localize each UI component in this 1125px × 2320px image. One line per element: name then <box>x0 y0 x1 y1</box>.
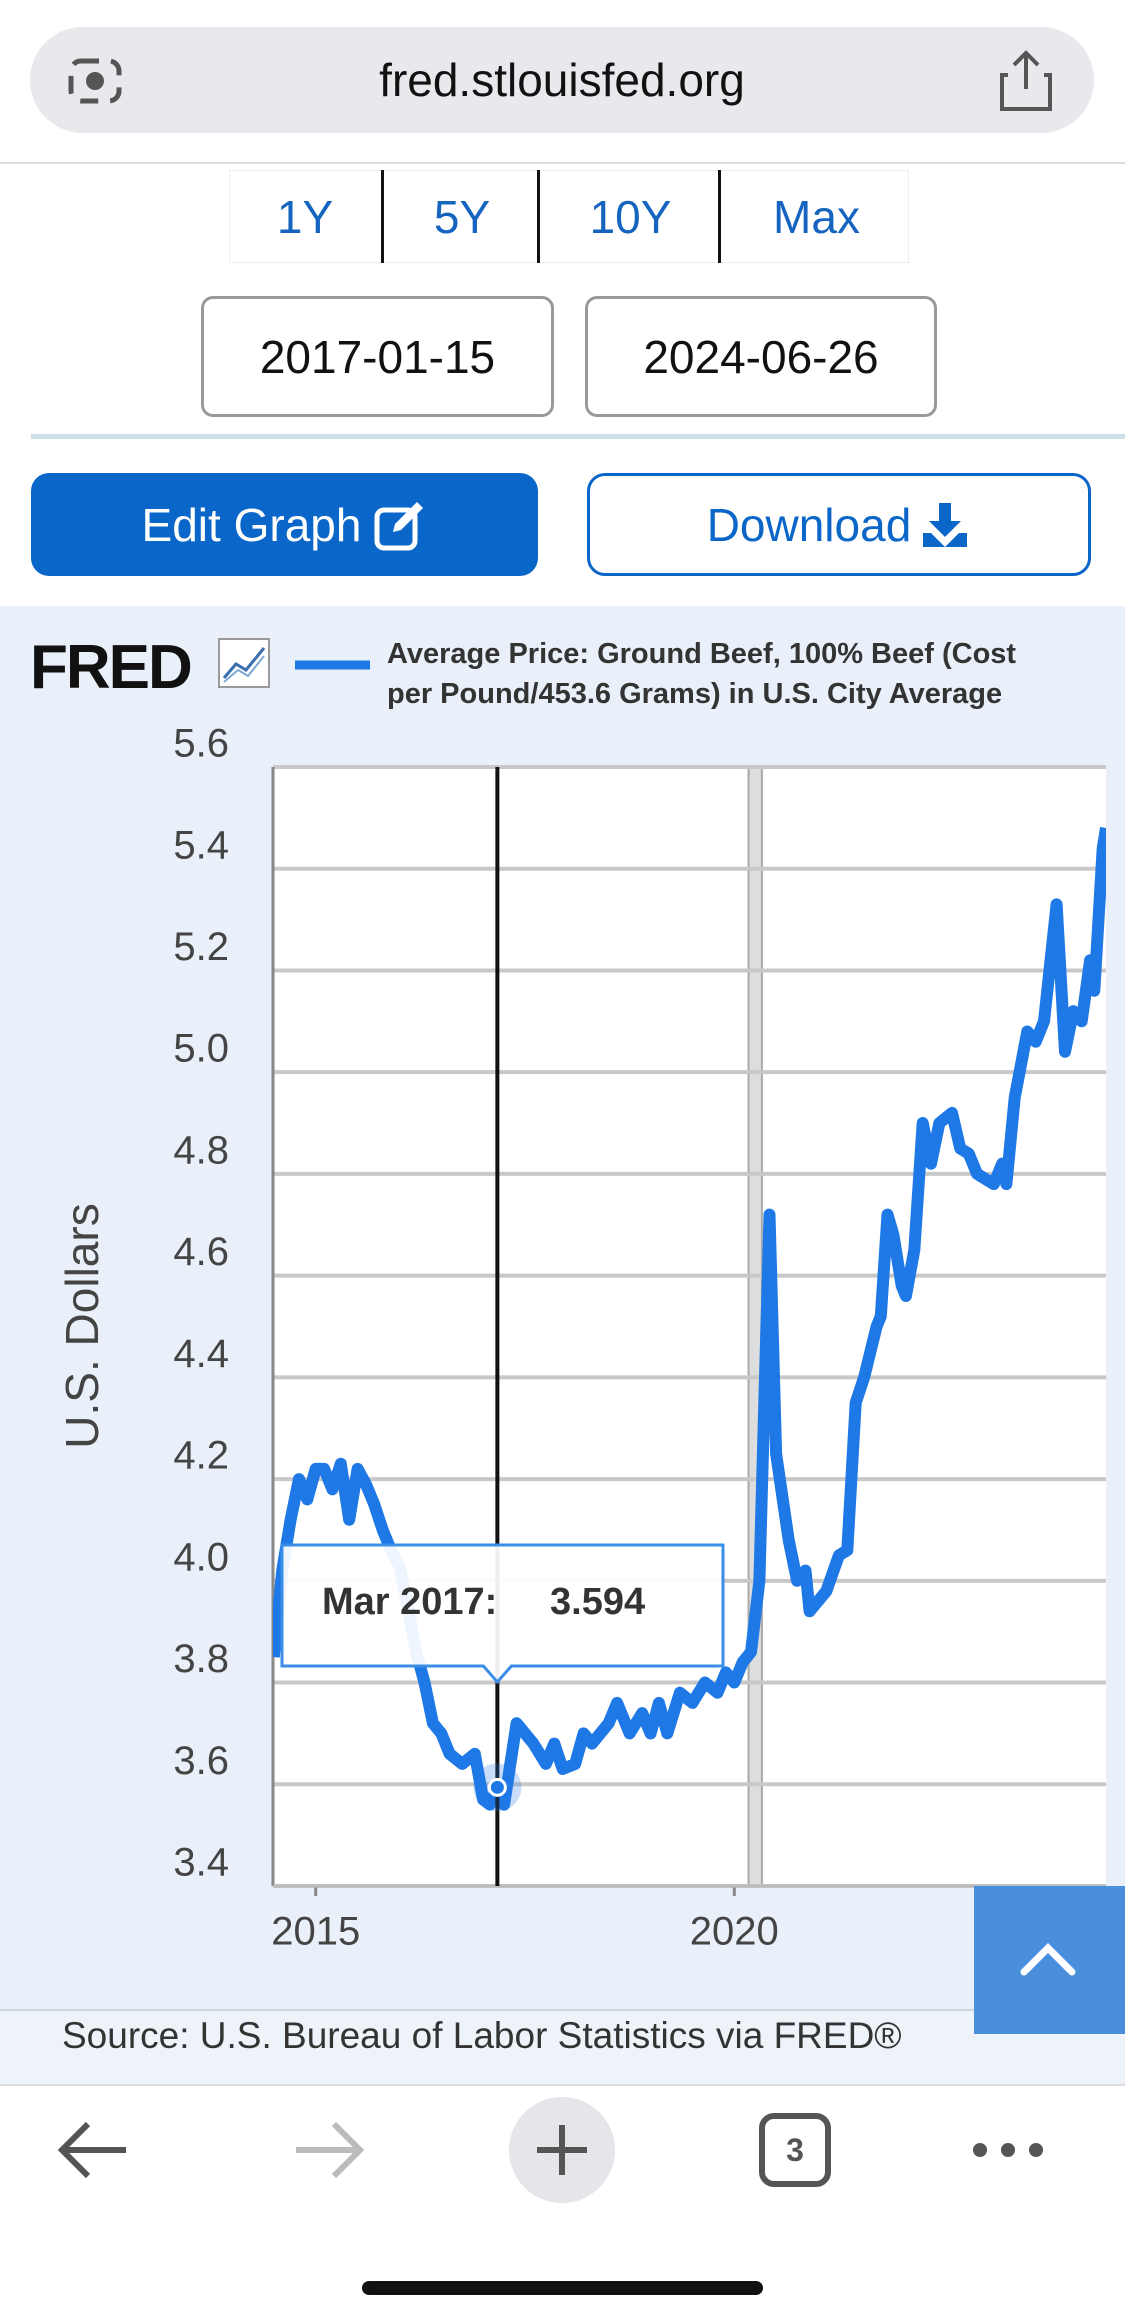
y-tick-label: 5.6 <box>173 722 229 766</box>
tab-count[interactable]: 3 <box>786 2131 804 2168</box>
more-button[interactable] <box>973 2143 1043 2157</box>
divider <box>31 434 1125 439</box>
y-tick-label: 5.0 <box>173 1027 229 1071</box>
button-label[interactable]: Download <box>706 498 912 551</box>
chevron-up <box>1020 1943 1076 1976</box>
new-tab-button[interactable] <box>509 2097 615 2203</box>
y-tick-label: 5.2 <box>173 925 229 969</box>
url[interactable]: fred.stlouisfed.org <box>379 54 745 106</box>
y-tick-label: 3.6 <box>173 1739 229 1783</box>
tooltip-box <box>280 1543 725 1685</box>
forward-button[interactable] <box>296 2121 365 2179</box>
range-button[interactable]: 10Y <box>537 170 721 263</box>
start-date[interactable]: 2017-01-15 <box>201 296 554 417</box>
back-button[interactable] <box>57 2121 126 2179</box>
source-background <box>0 2010 1125 2084</box>
lens-icon[interactable] <box>67 53 123 109</box>
x-tick-label: 2020 <box>690 1910 779 1954</box>
scroll-top-bg <box>974 1886 1125 2034</box>
y-tick-label: 3.4 <box>173 1841 229 1885</box>
scroll-top-button[interactable] <box>974 1886 1125 2034</box>
button-label[interactable]: Edit Graph <box>141 498 362 551</box>
range-button[interactable]: Max <box>718 170 912 263</box>
download-button[interactable]: Download <box>587 473 1091 576</box>
y-tick-label: 3.8 <box>173 1637 229 1681</box>
range-group <box>229 170 909 263</box>
toolbar-icons <box>57 2097 1043 2295</box>
divider <box>0 162 1125 164</box>
home-indicator <box>362 2281 763 2295</box>
hover-point <box>487 1777 507 1797</box>
address-bar[interactable]: fred.stlouisfed.org <box>30 27 1094 133</box>
y-tick-label: 4.0 <box>173 1535 229 1579</box>
y-axis-title: U.S. Dollars <box>56 1203 108 1448</box>
y-tick-label: 4.4 <box>173 1332 229 1376</box>
shaded-region <box>747 766 763 1887</box>
end-date[interactable]: 2024-06-26 <box>585 296 937 417</box>
tabs-button[interactable] <box>759 2113 831 2187</box>
y-tick-label: 4.8 <box>173 1128 229 1172</box>
range-button[interactable]: 1Y <box>276 190 334 243</box>
edit-icon <box>374 501 424 550</box>
download-icon <box>923 502 968 547</box>
tooltip-label: Mar 2017: <box>322 1581 497 1623</box>
y-tick-label: 4.6 <box>173 1230 229 1274</box>
logo-icon <box>218 638 270 688</box>
range-button[interactable]: 5Y <box>381 170 540 263</box>
y-tick-label: 5.4 <box>173 823 229 867</box>
source: Source: U.S. Bureau of Labor Statistics … <box>62 2015 902 2056</box>
share-icon[interactable] <box>998 49 1054 113</box>
plot-area <box>273 767 1106 1886</box>
edit-graph-button[interactable]: Edit Graph <box>31 473 538 576</box>
fred-logo: FRED <box>30 633 193 702</box>
tooltip-value: 3.594 <box>550 1581 645 1623</box>
browser-toolbar: 3 <box>0 2084 1125 2318</box>
legend-label: Average Price: Ground Beef, 100% Beef (C… <box>387 638 1017 710</box>
y-tick-label: 4.2 <box>173 1434 229 1478</box>
x-tick-label: 2015 <box>271 1910 360 1954</box>
